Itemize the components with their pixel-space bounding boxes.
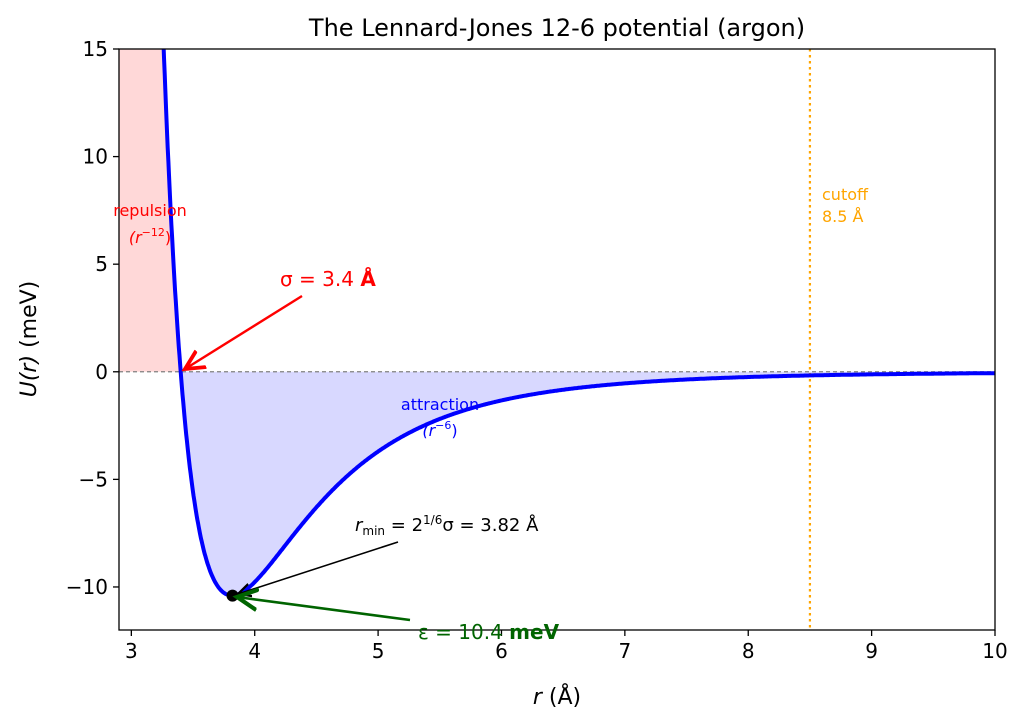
x-tick-label: 9 — [865, 639, 878, 663]
sigma-annotation: σ = 3.4 Å — [280, 267, 376, 291]
x-axis-label: r (Å) — [533, 683, 581, 710]
cutoff-value: 8.5 Å — [822, 207, 864, 226]
y-tick-label: 15 — [83, 37, 108, 61]
y-tick-label: 5 — [95, 252, 108, 276]
x-axis-unit: (Å) — [542, 683, 581, 710]
y-tick-label: −5 — [79, 467, 108, 491]
x-tick-label: 6 — [495, 639, 508, 663]
minimum-point — [226, 589, 239, 602]
sigma-arrow — [185, 294, 303, 369]
epsilon-arrow — [237, 597, 411, 622]
attraction-label: attraction — [401, 395, 479, 414]
repulsion-label: repulsion — [113, 201, 187, 220]
lj-curve — [161, 49, 995, 598]
epsilon-annotation: ε = 10.4 meV — [418, 620, 560, 644]
y-axis-ticks: 15 10 5 0 −5 −10 — [66, 37, 119, 599]
y-tick-label: −10 — [66, 575, 108, 599]
y-tick-label: 0 — [95, 360, 108, 384]
attraction-fill — [180, 371, 995, 596]
y-tick-label: 10 — [83, 145, 108, 169]
x-tick-label: 7 — [618, 639, 631, 663]
y-axis-var: U(r) — [17, 355, 42, 397]
repulsion-power: (r−12) — [129, 226, 171, 247]
rmin-arrow — [238, 541, 399, 594]
y-axis-label: U(r) (meV) — [17, 281, 42, 398]
chart-title: The Lennard-Jones 12-6 potential (argon) — [308, 14, 805, 42]
x-axis-var: r — [533, 685, 544, 710]
x-tick-label: 10 — [982, 639, 1007, 663]
attraction-power: (r−6) — [422, 419, 457, 440]
x-tick-label: 4 — [248, 639, 261, 663]
x-tick-label: 5 — [372, 639, 385, 663]
x-axis-ticks: 3 4 5 6 7 8 9 10 — [125, 630, 1008, 663]
plot-frame — [118, 48, 996, 631]
y-axis-unit: (meV) — [17, 281, 42, 355]
rmin-annotation: rmin = 21/6σ = 3.82 Å — [355, 513, 539, 538]
x-tick-label: 8 — [742, 639, 755, 663]
x-tick-label: 3 — [125, 639, 138, 663]
cutoff-label: cutoff — [822, 185, 869, 204]
